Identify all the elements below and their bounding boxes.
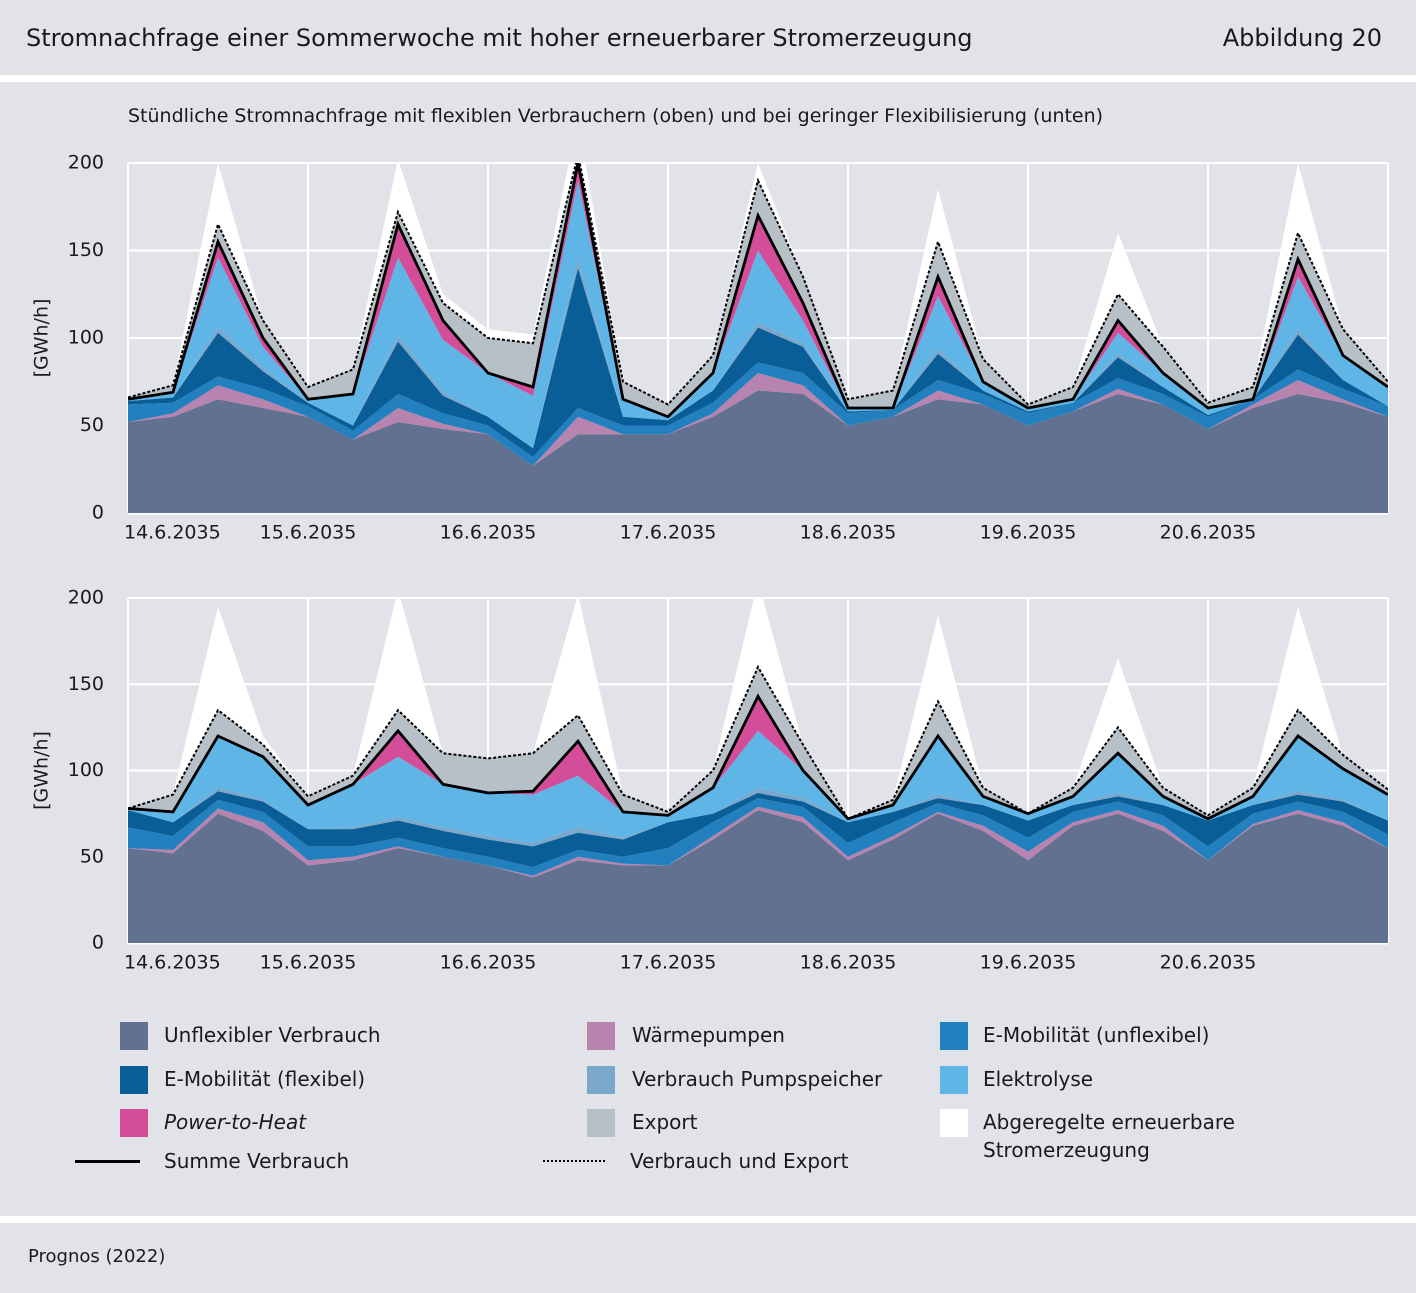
sum-line bbox=[128, 163, 1388, 419]
x-tick-label: 19.6.2035 bbox=[980, 522, 1077, 544]
legend: Unflexibler Verbrauch Wärmepumpen E-Mobili… bbox=[0, 1000, 1416, 1200]
y-tick-label: 200 bbox=[68, 587, 104, 609]
x-tick-label: 16.6.2035 bbox=[440, 952, 537, 974]
area bbox=[128, 696, 1388, 819]
x-tick-label: 19.6.2035 bbox=[980, 952, 1077, 974]
plot bbox=[128, 598, 1388, 943]
divider bbox=[0, 1216, 1416, 1223]
area bbox=[128, 390, 1388, 513]
area bbox=[128, 180, 1388, 449]
legend-swatch bbox=[587, 1022, 615, 1050]
y-tick-label: 100 bbox=[68, 327, 104, 349]
y-tick-label: 0 bbox=[92, 932, 104, 954]
y-tick-label: 200 bbox=[68, 152, 104, 174]
legend-swatch bbox=[120, 1022, 148, 1050]
x-tick-label: 20.6.2035 bbox=[1160, 522, 1257, 544]
legend-label: Verbrauch und Export bbox=[630, 1149, 849, 1173]
legend-swatch bbox=[587, 1066, 615, 1094]
source: Prognos (2022) bbox=[28, 1246, 166, 1267]
lines bbox=[128, 163, 1388, 419]
area bbox=[128, 598, 1388, 819]
legend-swatch bbox=[120, 1066, 148, 1094]
x-tick-label: 16.6.2035 bbox=[440, 522, 537, 544]
legend-label: Summe Verbrauch bbox=[164, 1149, 350, 1173]
y-tick-label: 50 bbox=[80, 845, 104, 867]
lines bbox=[128, 664, 1388, 821]
area bbox=[128, 362, 1388, 466]
x-tick-label: 17.6.2035 bbox=[620, 522, 717, 544]
legend-swatch bbox=[940, 1022, 968, 1050]
legend-label: Export bbox=[632, 1110, 698, 1134]
x-tick-label: 15.6.2035 bbox=[260, 522, 357, 544]
x-tick-label: 18.6.2035 bbox=[800, 952, 897, 974]
figure-number: Abbildung 20 bbox=[1222, 24, 1382, 52]
legend-swatch bbox=[120, 1109, 148, 1137]
area bbox=[128, 806, 1388, 878]
legend-swatch bbox=[940, 1109, 968, 1137]
legend-label: Unflexibler Verbrauch bbox=[164, 1023, 381, 1047]
area bbox=[128, 810, 1388, 943]
charts: 0 50 100 150 200 14.6.2035 15.6.2035 16.6.2035 1… bbox=[31, 152, 1389, 974]
legend-swatch bbox=[940, 1066, 968, 1094]
y-tick-label: 100 bbox=[68, 759, 104, 781]
total-line bbox=[128, 664, 1388, 821]
y-tick-label: 0 bbox=[92, 502, 104, 524]
y-axis-label: [GWh/h] bbox=[31, 731, 53, 810]
area bbox=[128, 268, 1388, 457]
sum-line bbox=[128, 693, 1388, 821]
legend-label: Elektrolyse bbox=[983, 1067, 1094, 1091]
divider bbox=[0, 75, 1416, 82]
subtitle: Stündliche Stromnachfrage mit flexiblen … bbox=[128, 105, 1104, 127]
legend-label: Abgeregelte erneuerbare Stromerzeugung bbox=[983, 1110, 1235, 1162]
x-tick-label: 14.6.2035 bbox=[124, 952, 221, 974]
y-tick-label: 50 bbox=[80, 414, 104, 436]
legend-label: E-Mobilität (flexibel) bbox=[164, 1067, 366, 1091]
area bbox=[128, 730, 1388, 843]
y-tick-label: 150 bbox=[68, 239, 104, 261]
legend-label: Verbrauch Pumpspeicher bbox=[632, 1067, 883, 1091]
title: Stromnachfrage einer Sommerwoche mit hoh… bbox=[26, 24, 973, 52]
x-tick-label: 14.6.2035 bbox=[124, 522, 221, 544]
legend-line bbox=[75, 1160, 140, 1163]
area bbox=[128, 791, 1388, 868]
total-line bbox=[128, 163, 1388, 406]
x-tick-label: 17.6.2035 bbox=[620, 952, 717, 974]
area bbox=[128, 798, 1388, 876]
area bbox=[128, 667, 1388, 819]
y-tick-label: 150 bbox=[68, 673, 104, 695]
legend-label: E-Mobilität (unflexibel) bbox=[983, 1023, 1210, 1047]
area bbox=[128, 163, 1388, 405]
x-tick-label: 15.6.2035 bbox=[260, 952, 357, 974]
x-tick-label: 20.6.2035 bbox=[1160, 952, 1257, 974]
legend-label: Wärmepumpen bbox=[632, 1023, 785, 1047]
legend-swatch bbox=[587, 1109, 615, 1137]
x-tick-label: 18.6.2035 bbox=[800, 522, 897, 544]
y-axis-label: [GWh/h] bbox=[31, 299, 53, 378]
legend-label: Power-to-Heat bbox=[164, 1110, 307, 1134]
legend-line bbox=[543, 1160, 605, 1162]
